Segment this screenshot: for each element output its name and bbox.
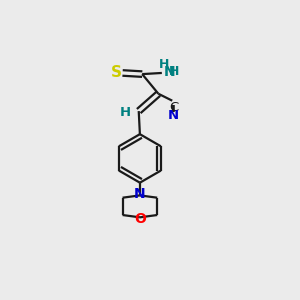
Text: H: H xyxy=(169,65,179,78)
Text: H: H xyxy=(119,106,130,119)
Text: H: H xyxy=(158,58,169,71)
Text: C: C xyxy=(169,101,178,114)
Text: N: N xyxy=(168,109,179,122)
Text: S: S xyxy=(111,64,122,80)
Text: N: N xyxy=(134,187,146,200)
Text: N: N xyxy=(164,65,175,79)
Text: O: O xyxy=(134,212,146,226)
